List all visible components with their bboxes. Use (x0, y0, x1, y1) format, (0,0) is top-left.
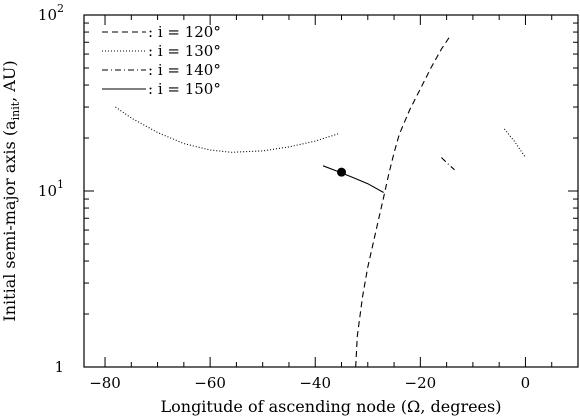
y-tick-label: 101 (38, 178, 64, 200)
x-tick-label: −20 (405, 374, 437, 392)
x-tick-label: −80 (89, 374, 121, 392)
y-axis-label-subscript: init (9, 101, 22, 120)
y-axis-label-main: Initial semi-major axis (a (0, 120, 19, 322)
series-line-2-segment-1 (115, 106, 340, 153)
legend: : i = 120°: i = 130°: i = 140°: i = 150° (102, 23, 221, 98)
x-tick-label: −40 (299, 374, 331, 392)
y-tick-label: 102 (38, 2, 64, 24)
data-marker (337, 167, 347, 177)
y-tick-label-base: 1 (54, 358, 64, 376)
y-tick-label-base: 10 (38, 6, 57, 24)
marker-layer (337, 167, 347, 177)
y-axis-label: Initial semi-major axis (ainit, AU) (0, 60, 22, 321)
series-line-1 (355, 34, 452, 368)
y-tick-label-exponent: 1 (57, 178, 64, 191)
ticks (84, 14, 579, 368)
series-line-2-segment-2 (503, 128, 526, 158)
series-line-4 (322, 165, 384, 193)
legend-label-3: : i = 140° (148, 61, 221, 79)
x-tick-label: 0 (521, 374, 531, 392)
x-axis-label: Longitude of ascending node (Ω, degrees) (161, 397, 502, 416)
series-line-3 (441, 157, 455, 171)
y-axis-label-suffix: , AU) (0, 60, 19, 101)
y-tick-label: 1 (54, 358, 64, 376)
legend-label-4: : i = 150° (148, 80, 221, 98)
legend-label-1: : i = 120° (148, 23, 221, 41)
y-tick-label-base: 10 (38, 182, 57, 200)
x-tick-label: −60 (194, 374, 226, 392)
legend-label-2: : i = 130° (148, 42, 221, 60)
series-layer (115, 34, 526, 368)
y-tick-label-exponent: 2 (57, 2, 64, 15)
